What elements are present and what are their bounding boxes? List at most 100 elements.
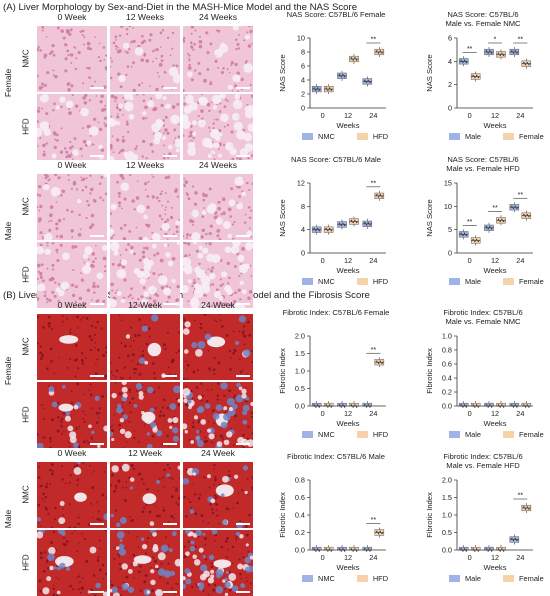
y-tick-label: 0.5 (295, 384, 305, 393)
y-tick-label: 0.8 (295, 476, 305, 485)
chart-panel: Fibrotic Index: C57BL/6 Male 0.0 0.2 0.4 0.6… (268, 452, 398, 592)
x-tick-label: 24 (369, 553, 377, 562)
box-mark (521, 502, 532, 514)
box-mark (311, 84, 322, 95)
legend-swatch (449, 278, 460, 285)
micrograph-image (37, 94, 107, 160)
box-mark (374, 46, 385, 58)
y-tick-label: 0 (448, 249, 452, 258)
micrograph-image (110, 242, 180, 308)
micrograph (183, 94, 253, 160)
y-tick-label: 0.8 (442, 346, 452, 355)
box-mark (362, 544, 373, 552)
micrograph (183, 174, 253, 240)
column-header: 12 Weeks (125, 12, 165, 22)
diet-label: NMC (21, 197, 31, 216)
y-axis-label: Fibrotic Index (278, 348, 287, 394)
diet-label: NMC (21, 49, 31, 68)
diet-label: HFD (21, 406, 31, 423)
y-tick-label: 0.0 (442, 546, 452, 555)
micrograph (183, 242, 253, 308)
y-tick-label: 0.6 (295, 493, 305, 502)
y-axis-label: Fibrotic Index (278, 492, 287, 538)
y-tick-label: 6 (301, 62, 305, 71)
legend-item: Male (449, 574, 481, 583)
column-header: 12 Weeks (125, 160, 165, 170)
scale-bar (163, 87, 177, 89)
box-mark (470, 400, 481, 408)
y-axis-label: NAS Score (278, 54, 287, 92)
micrograph-image (37, 174, 107, 240)
significance-label: ** (467, 219, 473, 226)
micrograph (183, 462, 253, 528)
legend-item: NMC (302, 132, 335, 141)
significance-label: ** (371, 37, 377, 44)
scale-bar (236, 235, 250, 237)
scale-bar (163, 523, 177, 525)
scale-bar (90, 591, 104, 593)
chart-legend: Male Female (449, 430, 544, 439)
legend-swatch (302, 575, 313, 582)
legend-label: Male (465, 430, 482, 439)
box-mark (349, 53, 359, 65)
x-axis-label: Weeks (336, 266, 359, 275)
box-mark (470, 235, 481, 246)
x-tick-label: 24 (369, 256, 377, 265)
legend-item: HFD (356, 574, 388, 583)
micrograph (37, 314, 107, 380)
section-a-title: (A) Liver Morphology by Sex-and-Diet in … (3, 2, 358, 13)
column-header: 0 Week (57, 160, 87, 170)
y-tick-label: 0 (448, 104, 452, 113)
y-tick-label: 10 (444, 202, 452, 211)
scale-bar (236, 523, 250, 525)
chart-legend: Male Female (449, 574, 544, 583)
box-mark (470, 544, 481, 552)
chart-title: Male vs. Female NMC (445, 19, 521, 28)
micrograph-image (183, 26, 253, 92)
chart-legend: NMC HFD (302, 132, 388, 141)
x-axis-label: Weeks (483, 121, 506, 130)
micrograph-image (37, 26, 107, 92)
column-header: 12 Week (128, 300, 162, 310)
legend-label: HFD (372, 277, 389, 286)
box-mark (374, 190, 385, 201)
scale-bar (90, 235, 104, 237)
y-axis-label: NAS Score (278, 199, 287, 237)
legend-label: Male (465, 132, 482, 141)
box-mark (349, 400, 359, 408)
x-axis-label: Weeks (483, 563, 506, 572)
legend-swatch (449, 431, 460, 438)
box-mark (323, 224, 334, 235)
box-mark (458, 56, 469, 67)
chart-panel: NAS Score: C57BL/6 Female 0 2 4 6 8 10 0 12 24 Wee… (268, 10, 398, 150)
micrograph (110, 242, 180, 308)
micrograph (110, 174, 180, 240)
legend-label: Male (465, 277, 482, 286)
legend-swatch (449, 575, 460, 582)
diet-label: HFD (21, 266, 31, 283)
scale-bar (163, 303, 177, 305)
legend-label: NMC (318, 132, 335, 141)
legend-item: Male (449, 277, 481, 286)
y-tick-label: 1.5 (295, 349, 305, 358)
significance-label: ** (492, 205, 498, 212)
box-mark (496, 400, 506, 408)
chart-title: Fibrotic Index: C57BL/6 (443, 308, 523, 317)
box-mark (521, 58, 532, 69)
significance-label: ** (371, 347, 377, 354)
scale-bar (90, 155, 104, 157)
box-mark (323, 544, 334, 552)
legend-swatch (356, 133, 368, 140)
micrograph-image (183, 382, 253, 448)
x-tick-label: 12 (344, 256, 352, 265)
legend-swatch (302, 278, 313, 285)
legend-swatch (503, 278, 515, 285)
column-header: 12 Week (128, 448, 162, 458)
box-mark (458, 544, 469, 552)
legend-swatch (503, 431, 515, 438)
box-mark (337, 544, 347, 552)
micrograph (110, 26, 180, 92)
y-tick-label: 2 (301, 90, 305, 99)
x-tick-label: 12 (491, 111, 499, 120)
